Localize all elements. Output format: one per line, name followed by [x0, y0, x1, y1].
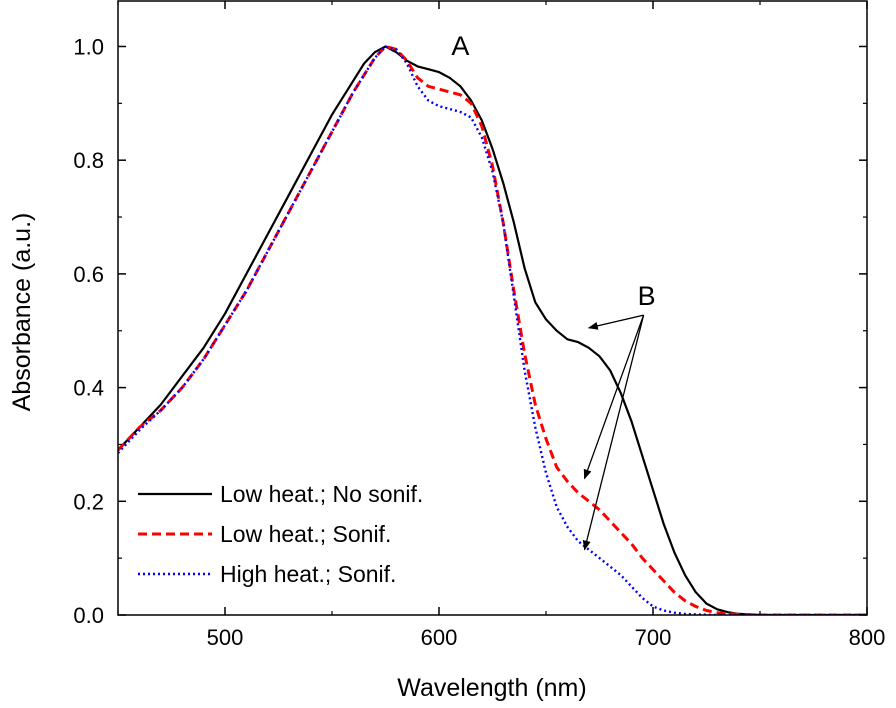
legend: Low heat.; No sonif. Low heat.; Sonif. H…: [138, 481, 423, 587]
y-tick-label: 0.6: [73, 262, 104, 287]
annotation-arrow: [587, 314, 644, 330]
x-tick-label: 800: [849, 625, 886, 650]
x-axis-title: Wavelength (nm): [397, 674, 586, 702]
annotation-A: A: [451, 31, 469, 61]
legend-label-low-heat-no-sonif: Low heat.; No sonif.: [220, 481, 423, 507]
x-tick-label: 500: [207, 625, 244, 650]
annotation-arrow: [582, 314, 645, 551]
y-tick-label: 0.4: [73, 376, 104, 401]
x-tick-label: 700: [635, 625, 672, 650]
annotation-B: B: [638, 281, 656, 311]
legend-label-high-heat-sonif: High heat.; Sonif.: [220, 561, 396, 587]
y-tick-label: 0.8: [73, 148, 104, 173]
plot-frame: [117, 0, 868, 616]
series-line-1: [118, 45, 867, 615]
legend-label-low-heat-sonif: Low heat.; Sonif.: [220, 521, 391, 547]
annotation-arrow: [583, 314, 645, 480]
y-axis-title: Absorbance (a.u.): [8, 213, 36, 412]
series-line-0: [118, 45, 867, 615]
series-line-2: [118, 45, 867, 615]
x-tick-label: 600: [421, 625, 458, 650]
y-tick-label: 0.0: [73, 603, 104, 628]
y-tick-label: 1.0: [73, 34, 104, 59]
y-tick-label: 0.2: [73, 489, 104, 514]
